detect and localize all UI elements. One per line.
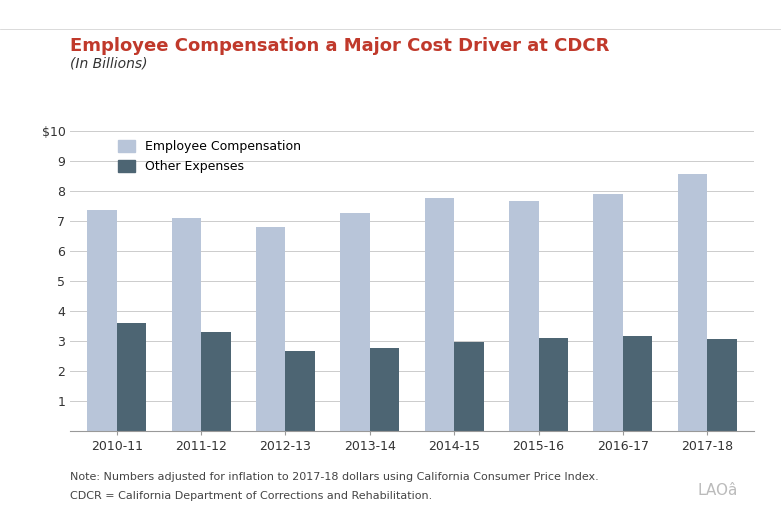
Bar xyxy=(256,227,285,431)
Text: (In Billions): (In Billions) xyxy=(70,56,148,70)
Bar xyxy=(341,213,369,431)
Bar xyxy=(87,210,116,431)
Text: Employee Compensation a Major Cost Driver at CDCR: Employee Compensation a Major Cost Drive… xyxy=(70,37,610,55)
Bar xyxy=(201,331,230,431)
Legend: Employee Compensation, Other Expenses: Employee Compensation, Other Expenses xyxy=(118,140,301,173)
Bar xyxy=(509,201,539,431)
Bar xyxy=(708,339,736,431)
Bar xyxy=(369,348,399,431)
Bar xyxy=(455,342,483,431)
Text: CDCR = California Department of Corrections and Rehabilitation.: CDCR = California Department of Correcti… xyxy=(70,491,433,501)
Bar xyxy=(594,194,623,431)
Bar xyxy=(285,351,315,431)
Text: Figure 3: Figure 3 xyxy=(16,8,78,21)
Text: Note: Numbers adjusted for inflation to 2017-18 dollars using California Consume: Note: Numbers adjusted for inflation to … xyxy=(70,472,599,482)
Bar xyxy=(425,198,455,431)
Bar xyxy=(172,218,201,431)
Bar xyxy=(539,338,568,431)
Text: LAOâ: LAOâ xyxy=(697,483,738,498)
Bar xyxy=(678,174,708,431)
Bar xyxy=(623,336,652,431)
Bar xyxy=(116,323,146,431)
